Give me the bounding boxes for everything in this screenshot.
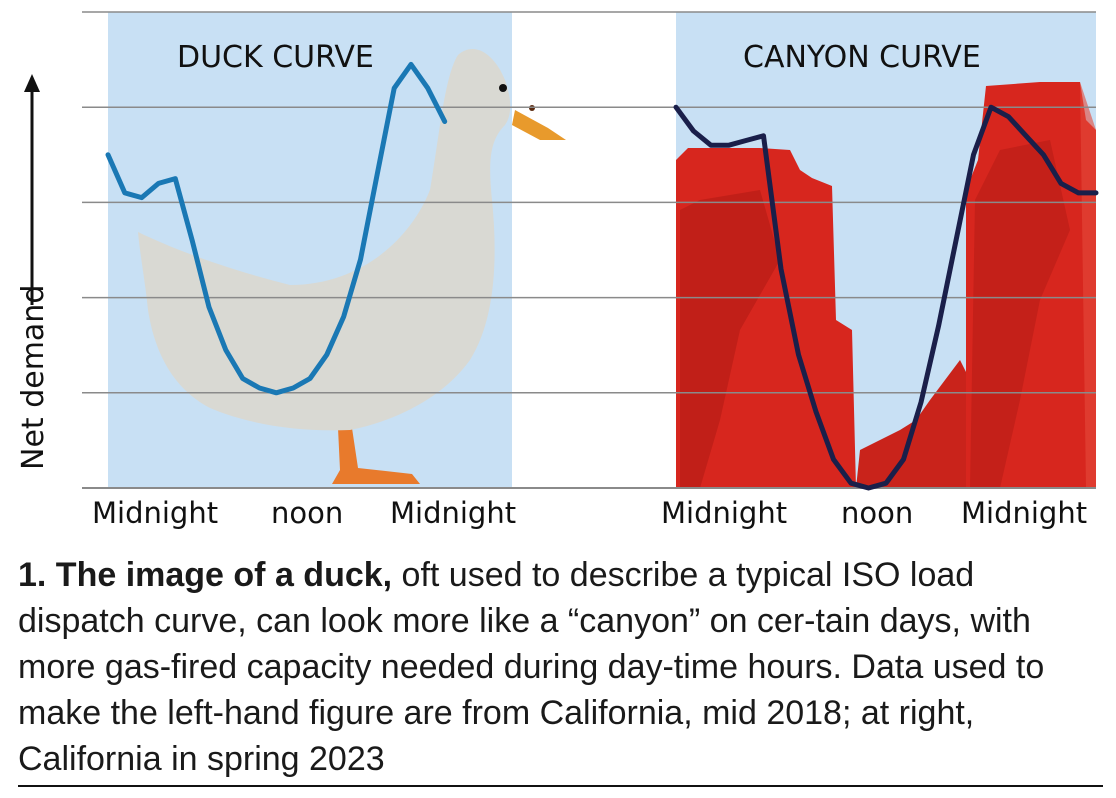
caption-lead: 1. The image of a duck, [18, 556, 393, 594]
canyon-left-shade [680, 190, 780, 488]
canyon-chart-title: CANYON CURVE [743, 40, 981, 75]
series-layer [105, 61, 1099, 491]
canyon-x-tick-midnight-end: Midnight [961, 496, 1088, 530]
duck-x-tick-midnight-end: Midnight [390, 496, 517, 530]
canyon-x-tick-noon: noon [841, 496, 914, 530]
duck-nostril [529, 105, 535, 111]
duck-chart-title: DUCK CURVE [177, 40, 374, 75]
canyon-right-shade [970, 140, 1070, 488]
duck-body [138, 49, 511, 431]
figure-caption: 1. The image of a duck, oft used to desc… [18, 552, 1103, 782]
y-axis-arrow [24, 74, 40, 305]
duck-x-tick-noon: noon [271, 496, 344, 530]
duck-beak [512, 110, 566, 140]
duck-illustration [138, 49, 566, 484]
figure: DUCK CURVE CANYON CURVE Net demand Midni… [14, 11, 1099, 530]
duck-feet [332, 428, 420, 484]
duck-eye [499, 84, 507, 92]
canyon-right-edge [1080, 82, 1096, 488]
canyon-illustration [676, 82, 1096, 488]
chart-svg [82, 11, 1099, 491]
grid-lines [82, 11, 1096, 489]
y-axis: Net demand [14, 70, 51, 500]
y-axis-label: Net demand [16, 284, 51, 470]
duck-x-tick-midnight-start: Midnight [92, 496, 219, 530]
canyon-x-tick-midnight-start: Midnight [661, 496, 788, 530]
caption-rule [18, 785, 1103, 787]
duck-neck-bridge [285, 170, 470, 326]
caption-body: oft used to describe a typical ISO load … [18, 556, 1045, 778]
